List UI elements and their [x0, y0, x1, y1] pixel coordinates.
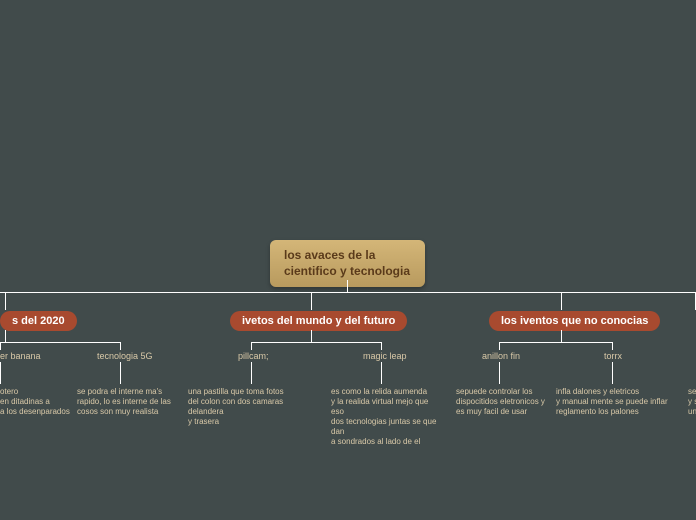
connector — [251, 342, 381, 343]
connector — [612, 342, 613, 350]
connector — [0, 342, 1, 350]
sub-label: tecnologia 5G — [97, 351, 153, 361]
connector — [5, 330, 6, 342]
sub-label: magic leap — [363, 351, 407, 361]
connector — [120, 362, 121, 384]
connector — [5, 292, 6, 310]
connector — [251, 342, 252, 350]
sub-label: anillon fin — [482, 351, 520, 361]
leaf-text: sey sun — [688, 387, 696, 417]
connector — [347, 280, 348, 292]
connector — [251, 362, 252, 384]
connector — [381, 362, 382, 384]
connector — [561, 330, 562, 342]
branch-node[interactable]: los iventos que no conocias — [489, 311, 660, 331]
root-line1: los avaces de la — [284, 248, 411, 264]
connector — [381, 342, 382, 350]
sub-label: er banana — [0, 351, 41, 361]
branch-node[interactable]: s del 2020 — [0, 311, 77, 331]
connector — [499, 342, 500, 350]
sub-label: torrx — [604, 351, 622, 361]
branch-node[interactable]: ivetos del mundo y del futuro — [230, 311, 407, 331]
connector — [0, 292, 696, 293]
leaf-text: una pastilla que toma fotosdel colon con… — [188, 387, 318, 427]
connector — [499, 342, 612, 343]
connector — [0, 362, 1, 384]
connector — [499, 362, 500, 384]
leaf-text: es como la relida aumenday la realida vi… — [331, 387, 461, 447]
connector — [561, 292, 562, 310]
connector — [311, 330, 312, 342]
sub-label: pillcam; — [238, 351, 269, 361]
connector — [612, 362, 613, 384]
connector — [0, 342, 120, 343]
root-line2: cientifico y tecnologia — [284, 264, 411, 280]
connector — [120, 342, 121, 350]
leaf-text: infla dalones y eletricosy manual mente … — [556, 387, 686, 417]
connector — [311, 292, 312, 310]
